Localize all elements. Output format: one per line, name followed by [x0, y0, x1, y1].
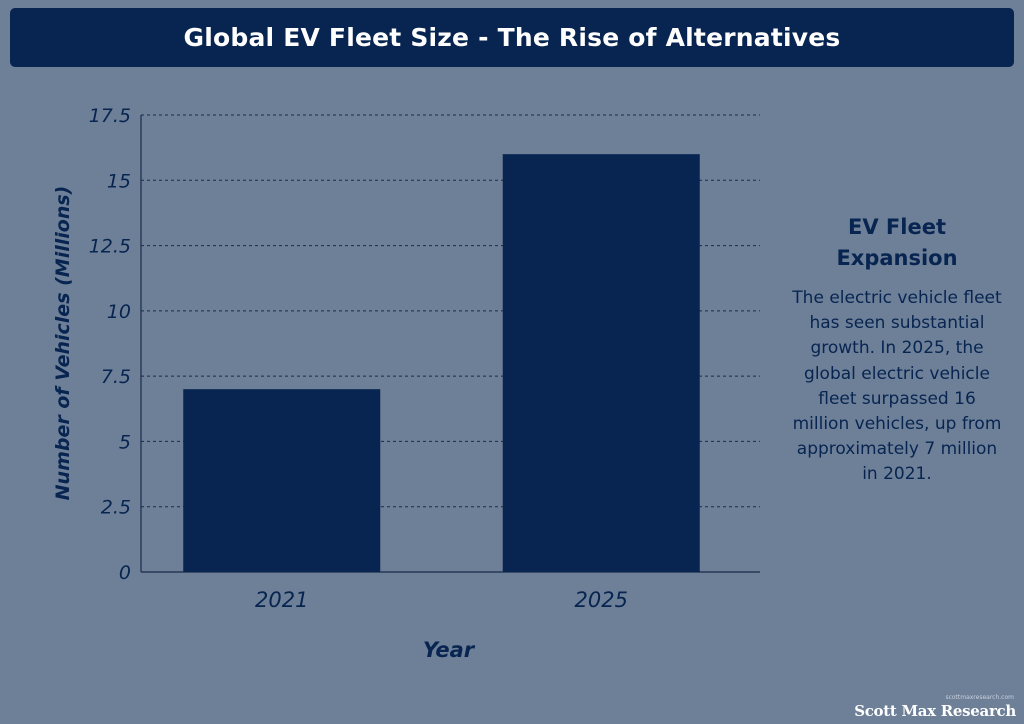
- brand-watermark: scottmaxresearch.com Scott Max Research: [854, 694, 1016, 720]
- x-tick-label: 2021: [255, 588, 308, 612]
- annotation-panel: EV Fleet Expansion The electric vehicle …: [790, 212, 1004, 488]
- x-tick-label: 2025: [575, 588, 628, 612]
- bar-2021: [183, 389, 381, 572]
- y-tick-label: 10: [107, 301, 131, 323]
- y-tick-label: 2.5: [101, 497, 131, 519]
- y-tick-label: 5: [119, 431, 131, 453]
- y-tick-label: 17.5: [89, 105, 131, 127]
- brand-name: Scott Max Research: [854, 702, 1016, 720]
- y-tick-label: 15: [107, 170, 131, 192]
- annotation-body: The electric vehicle fleet has seen subs…: [792, 288, 1002, 485]
- y-tick-label: 0: [119, 562, 131, 584]
- y-axis-label: Number of Vehicles (Millions): [52, 186, 74, 501]
- y-tick-label: 7.5: [101, 366, 131, 388]
- title-banner: Global EV Fleet Size - The Rise of Alter…: [10, 8, 1014, 67]
- y-tick-label: 12.5: [89, 236, 131, 258]
- chart-title: Global EV Fleet Size - The Rise of Alter…: [183, 23, 841, 52]
- bar-2025: [502, 154, 700, 572]
- annotation-heading: EV Fleet Expansion: [836, 215, 958, 270]
- x-axis-label: Year: [423, 638, 476, 662]
- brand-url: scottmaxresearch.com: [945, 694, 1014, 701]
